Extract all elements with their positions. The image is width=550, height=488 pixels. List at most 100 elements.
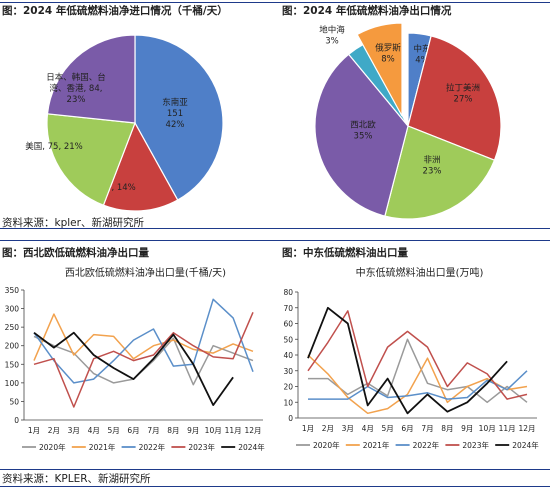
x-tick-label: 11月 [225, 426, 242, 435]
series-line-0 [308, 338, 528, 404]
x-tick-label: 1月 [302, 424, 314, 433]
middle-rule-bottom [0, 240, 550, 241]
legend-label: 2020年 [39, 442, 66, 452]
figure-title-middle-east: 图：中东低硫燃料油出口量 [282, 247, 408, 259]
slice-label: 拉丁美洲 [446, 83, 480, 94]
slice-label: 西北欧 [350, 120, 376, 131]
series-line-4 [33, 331, 234, 407]
source-note-top: 资料来源：kpler、新湖研究所 [2, 217, 144, 229]
legend-label: 2021年 [89, 442, 116, 452]
y-tick-label: 70 [283, 304, 293, 313]
legend-label: 2022年 [139, 442, 166, 452]
y-tick-label: 50 [283, 335, 293, 344]
figure-title-nweurope: 图：西北欧低硫燃料油净出口量 [2, 247, 149, 259]
x-tick-label: 9月 [461, 424, 473, 433]
pie-slice-5 [356, 22, 403, 117]
series-line-2 [308, 370, 528, 400]
x-tick-label: 7月 [147, 426, 159, 435]
y-tick-label: 80 [283, 288, 293, 297]
bottom-rule-bottom [0, 486, 550, 487]
x-tick-label: 5月 [107, 426, 119, 435]
slice-label: 中东 [413, 44, 430, 55]
x-tick-label: 6月 [401, 424, 413, 433]
y-tick-label: 30 [283, 367, 293, 376]
bottom-rule-top [0, 469, 550, 470]
slice-label: 东南亚 [162, 97, 188, 108]
x-tick-label: 4月 [88, 426, 100, 435]
slice-label: 151 [167, 109, 183, 119]
slice-label: 日本、韩国、台 [46, 72, 106, 83]
legend-label: 2022年 [413, 440, 440, 450]
series-line-0 [33, 335, 254, 386]
y-tick-label: 350 [5, 286, 20, 295]
series-line-4 [307, 306, 508, 415]
y-tick-label: 150 [5, 360, 20, 369]
x-tick-label: 8月 [441, 424, 453, 433]
y-tick-label: 20 [283, 383, 293, 392]
y-tick-label: 100 [5, 379, 20, 388]
legend-label: 2021年 [363, 440, 390, 450]
slice-label: 美国, 75, 21% [25, 141, 83, 152]
x-tick-label: 8月 [167, 426, 179, 435]
x-tick-label: 9月 [187, 426, 199, 435]
slice-label: 地中海 [319, 25, 345, 36]
slice-label: 俄罗斯 [375, 43, 401, 54]
figure-title-exports: 图：2024 年低硫燃料油净出口情况 [282, 5, 452, 17]
pie-slice-1 [407, 35, 502, 162]
x-tick-label: 11月 [499, 424, 516, 433]
slice-label: 非洲 [423, 155, 440, 166]
x-tick-label: 3月 [68, 426, 80, 435]
legend-label: 2023年 [188, 442, 215, 452]
series-line-2 [33, 298, 254, 384]
legend-label: 2023年 [462, 440, 489, 450]
x-tick-label: 2月 [322, 424, 334, 433]
y-tick-label: 60 [283, 320, 293, 329]
x-tick-label: 3月 [342, 424, 354, 433]
slice-label: 42% [166, 120, 185, 130]
y-tick-label: 0 [14, 416, 19, 425]
y-tick-label: 200 [5, 342, 20, 351]
x-tick-label: 12月 [245, 426, 262, 435]
y-tick-label: 40 [283, 351, 293, 360]
x-tick-label: 5月 [381, 424, 393, 433]
x-tick-label: 10月 [205, 426, 222, 435]
source-note-bottom: 资料来源：KPLER、新湖研究所 [2, 473, 151, 485]
slice-label: 4% [415, 56, 429, 66]
slice-label: 27% [454, 95, 473, 105]
legend-label: 2024年 [512, 440, 539, 450]
series-line-3 [307, 310, 528, 400]
legend-label: 2024年 [238, 442, 265, 452]
figure-title-imports: 图：2024 年低硫燃料油净进口情况（千桶/天） [2, 5, 228, 17]
slice-label: 35% [354, 132, 373, 142]
middle-rule-top [0, 228, 550, 229]
pie-slice-3 [314, 53, 409, 217]
y-tick-label: 250 [5, 323, 20, 332]
pie-slice-2 [384, 125, 496, 220]
pie-slice-0 [134, 34, 224, 201]
middle-east-line-chart: 中东低硫燃料油出口量(万吨) 0 10 20 30 40 50 60 70 80 1月 2月 3月 4月 5… [283, 266, 539, 450]
y-tick-label: 300 [5, 305, 20, 314]
x-tick-label: 6月 [127, 426, 139, 435]
y-tick-label: 10 [283, 398, 293, 407]
pie-slice-3 [46, 34, 136, 124]
slice-label: 8% [381, 55, 395, 65]
x-tick-label: 2月 [48, 426, 60, 435]
x-tick-label: 4月 [362, 424, 374, 433]
series-line-3 [33, 312, 254, 408]
x-tick-label: 12月 [519, 424, 536, 433]
x-tick-label: 7月 [421, 424, 433, 433]
slice-label: 23% [423, 167, 442, 177]
chart-title: 西北欧低硫燃料油净出口量(千桶/天) [65, 266, 226, 279]
chart-title: 中东低硫燃料油出口量(万吨) [356, 266, 484, 279]
x-tick-label: 10月 [479, 424, 496, 433]
top-rule [0, 2, 550, 3]
y-tick-label: 0 [288, 414, 293, 423]
legend-label: 2020年 [313, 440, 340, 450]
slice-label: 湾、香港, 84, [50, 83, 103, 94]
x-tick-label: 1月 [28, 426, 40, 435]
series-line-1 [33, 313, 254, 361]
pie-slice-1 [102, 121, 179, 212]
nweurope-line-chart: 西北欧低硫燃料油净出口量(千桶/天) 0 50 100 150 200 250 300 350 1… [5, 266, 266, 452]
